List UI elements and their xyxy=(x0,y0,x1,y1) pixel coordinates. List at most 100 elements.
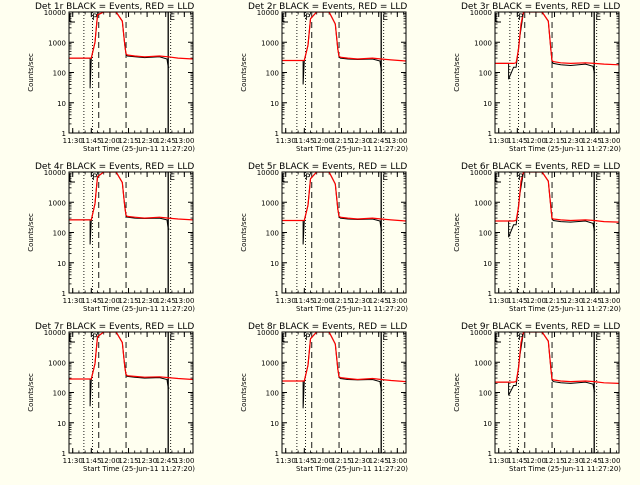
y-tick-label: 10000 xyxy=(257,169,279,177)
x-tick-label: 12:45 xyxy=(582,457,602,465)
y-tick-label: 10 xyxy=(270,420,279,428)
x-tick-label: 12:45 xyxy=(369,137,389,145)
plot-area xyxy=(282,12,406,133)
y-tick-label: 10000 xyxy=(257,9,279,17)
y-tick-label: 10 xyxy=(57,100,66,108)
y-axis-label: Counts/sec xyxy=(27,53,35,92)
x-tick-label: 11:45 xyxy=(81,297,101,305)
plot-frame xyxy=(68,11,194,134)
x-tick-label: 12:30 xyxy=(350,297,370,305)
y-tick-label: 1 xyxy=(275,290,279,298)
y-tick-label: 10 xyxy=(483,420,492,428)
x-tick-label: 11:45 xyxy=(294,137,314,145)
x-tick-label: 12:00 xyxy=(313,297,333,305)
marker-label-p: P xyxy=(92,333,98,343)
chart-panel-6: Det 6r BLACK = Events, RED = LLD Counts/s… xyxy=(453,162,621,313)
x-tick-label: 12:30 xyxy=(137,297,157,305)
series-events-line xyxy=(282,332,383,409)
x-tick-label: 12:45 xyxy=(156,457,176,465)
chart-panel-5: Det 5r BLACK = Events, RED = LLD Counts/s… xyxy=(240,162,408,313)
x-tick-label: 12:45 xyxy=(582,297,602,305)
series-lld-line xyxy=(282,172,406,222)
x-tick-label: 11:30 xyxy=(276,297,296,305)
series-lld-line xyxy=(495,12,619,66)
y-tick-label: 10000 xyxy=(44,9,66,17)
y-tick-label: 1000 xyxy=(261,199,279,207)
x-tick-label: 13:00 xyxy=(387,137,407,145)
y-tick-label: 1 xyxy=(62,290,66,298)
y-axis-label: Counts/sec xyxy=(240,53,248,92)
x-tick-label: 11:45 xyxy=(294,297,314,305)
x-tick-label: 12:30 xyxy=(350,137,370,145)
x-tick-label: 12:15 xyxy=(331,137,351,145)
x-tick-label: 12:00 xyxy=(100,137,120,145)
x-tick-label: 11:30 xyxy=(63,137,83,145)
series-lld-line xyxy=(495,332,619,384)
y-axis-label: Counts/sec xyxy=(27,213,35,252)
chart-title: Det 1r BLACK = Events, RED = LLD xyxy=(35,2,194,12)
x-tick-label: 11:45 xyxy=(507,457,527,465)
x-tick-label: 13:00 xyxy=(387,297,407,305)
y-tick-label: 100 xyxy=(53,390,66,398)
chart-title: Det 6r BLACK = Events, RED = LLD xyxy=(461,162,620,172)
x-tick-label: 11:30 xyxy=(63,297,83,305)
y-tick-label: 100 xyxy=(266,390,279,398)
y-tick-label: 1 xyxy=(62,450,66,458)
y-tick-label: 10000 xyxy=(470,329,492,337)
chart-title: Det 9r BLACK = Events, RED = LLD xyxy=(461,322,620,332)
y-tick-label: 100 xyxy=(479,390,492,398)
chart-panel-7: Det 7r BLACK = Events, RED = LLD Counts/s… xyxy=(27,322,195,473)
marker-label-e: E xyxy=(595,333,601,343)
marker-label-e: E xyxy=(382,173,388,183)
chart-title: Det 7r BLACK = Events, RED = LLD xyxy=(35,322,194,332)
x-tick-label: 11:45 xyxy=(81,457,101,465)
x-tick-label: 12:00 xyxy=(526,137,546,145)
y-tick-label: 1000 xyxy=(474,39,492,47)
y-tick-label: 10000 xyxy=(257,329,279,337)
x-axis-label: Start Time (25-Jun-11 11:27:20) xyxy=(83,145,195,153)
plot-frame xyxy=(494,331,620,454)
y-axis-label: Counts/sec xyxy=(240,373,248,412)
plot-area xyxy=(495,12,619,133)
x-tick-label: 12:00 xyxy=(100,297,120,305)
y-axis-label: Counts/sec xyxy=(453,213,461,252)
plot-area xyxy=(69,12,193,133)
marker-label-p: P xyxy=(305,333,311,343)
x-tick-label: 12:45 xyxy=(369,457,389,465)
plot-area xyxy=(495,172,619,293)
x-tick-label: 12:00 xyxy=(313,457,333,465)
chart-panel-8: Det 8r BLACK = Events, RED = LLD Counts/s… xyxy=(240,322,408,473)
marker-label-e: E xyxy=(169,13,175,23)
chart-panel-4: Det 4r BLACK = Events, RED = LLD Counts/s… xyxy=(27,162,195,313)
chart-panel-1: Det 1r BLACK = Events, RED = LLD Counts/s… xyxy=(27,2,195,153)
x-tick-label: 11:30 xyxy=(489,137,509,145)
x-tick-label: 12:15 xyxy=(544,457,564,465)
marker-label-p: P xyxy=(518,333,524,343)
x-tick-label: 11:30 xyxy=(63,457,83,465)
x-tick-label: 12:00 xyxy=(313,137,333,145)
x-tick-label: 12:15 xyxy=(331,297,351,305)
plot-frame xyxy=(281,171,407,294)
y-tick-label: 10 xyxy=(57,420,66,428)
y-tick-label: 10 xyxy=(483,100,492,108)
x-axis-label: Start Time (25-Jun-11 11:27:20) xyxy=(296,145,408,153)
x-tick-label: 12:30 xyxy=(350,457,370,465)
y-tick-label: 1000 xyxy=(48,39,66,47)
series-lld-line xyxy=(282,332,406,383)
x-tick-label: 12:30 xyxy=(137,137,157,145)
x-tick-label: 13:00 xyxy=(174,457,194,465)
x-tick-label: 12:15 xyxy=(118,297,138,305)
y-axis-label: Counts/sec xyxy=(453,53,461,92)
chart-title: Det 8r BLACK = Events, RED = LLD xyxy=(248,322,407,332)
x-tick-label: 11:45 xyxy=(507,137,527,145)
y-tick-label: 1 xyxy=(488,450,492,458)
marker-label-p: P xyxy=(518,13,524,23)
plot-area xyxy=(282,172,406,293)
x-tick-label: 12:45 xyxy=(156,297,176,305)
y-tick-label: 100 xyxy=(479,70,492,78)
marker-label-p: P xyxy=(305,173,311,183)
chart-title: Det 4r BLACK = Events, RED = LLD xyxy=(35,162,194,172)
x-tick-label: 13:00 xyxy=(174,297,194,305)
chart-title: Det 5r BLACK = Events, RED = LLD xyxy=(248,162,407,172)
y-axis-label: Counts/sec xyxy=(453,373,461,412)
